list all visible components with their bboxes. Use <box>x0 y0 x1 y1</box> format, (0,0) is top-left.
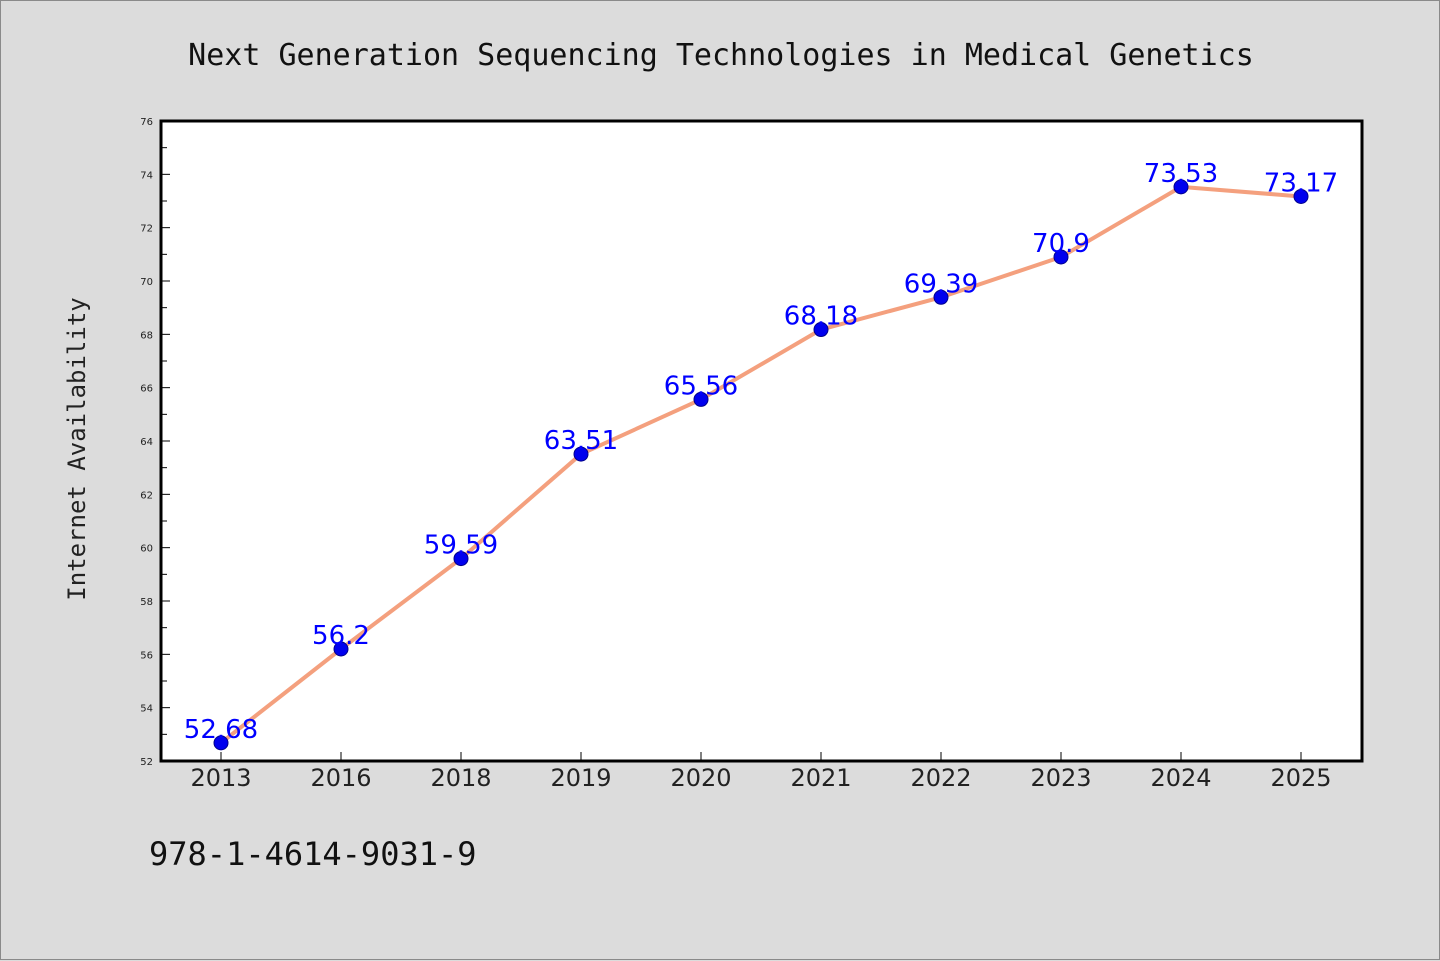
chart-title: Next Generation Sequencing Technologies … <box>188 38 1254 73</box>
x-tick-label: 2013 <box>190 764 251 792</box>
data-point <box>1053 249 1069 265</box>
y-tick-label: 52 <box>140 757 153 768</box>
y-tick-label: 74 <box>140 170 153 181</box>
y-tick-label: 54 <box>140 704 153 715</box>
data-label: 65.56 <box>664 371 738 401</box>
data-label: 56.2 <box>312 621 370 651</box>
x-tick-label: 2024 <box>1150 764 1211 792</box>
x-tick-label: 2023 <box>1030 764 1091 792</box>
y-axis-ticks: 52 54 56 58 60 62 64 66 68 70 72 74 76 <box>140 117 170 768</box>
data-point <box>573 446 589 462</box>
y-tick-label: 66 <box>140 384 153 395</box>
data-label: 59.59 <box>424 531 498 561</box>
series-layer: 52.68 56.2 59.59 63.51 65.56 68.18 69.39 70.9 73… <box>184 159 1338 751</box>
data-label: 63.51 <box>544 426 618 456</box>
x-tick-label: 2022 <box>910 764 971 792</box>
data-label: 69.39 <box>904 269 978 299</box>
data-label: 73.17 <box>1264 168 1338 198</box>
data-label: 68.18 <box>784 302 858 332</box>
data-point <box>1173 179 1189 195</box>
y-tick-label: 76 <box>140 117 153 128</box>
data-label: 70.9 <box>1032 229 1090 259</box>
plot-area <box>159 119 1364 763</box>
data-label: 73.53 <box>1144 159 1218 189</box>
y-tick-label: 64 <box>140 437 153 448</box>
x-tick-label: 2021 <box>790 764 851 792</box>
x-tick-label: 2019 <box>550 764 611 792</box>
y-axis-label: Internet Availability <box>63 297 91 600</box>
y-tick-label: 72 <box>140 224 153 235</box>
y-tick-label: 58 <box>140 597 153 608</box>
data-point <box>933 289 949 305</box>
y-tick-label: 68 <box>140 330 153 341</box>
data-point <box>333 641 349 657</box>
y-tick-label: 70 <box>140 277 153 288</box>
data-point <box>1293 188 1309 204</box>
x-tick-label: 2018 <box>430 764 491 792</box>
data-point <box>813 322 829 338</box>
data-point <box>213 735 229 751</box>
x-tick-label: 2016 <box>310 764 371 792</box>
y-tick-label: 60 <box>140 544 153 555</box>
y-tick-label: 62 <box>140 490 153 501</box>
isbn-footer: 978-1-4614-9031-9 <box>149 835 477 873</box>
x-axis-ticks: 2013 2016 2018 2019 2020 2021 2022 2023 2024 2025 <box>190 752 1332 792</box>
data-point <box>453 551 469 567</box>
data-point <box>693 391 709 407</box>
data-label: 52.68 <box>184 715 258 745</box>
y-tick-label: 56 <box>140 650 153 661</box>
x-tick-label: 2020 <box>670 764 731 792</box>
x-tick-label: 2025 <box>1270 764 1331 792</box>
series-line <box>219 184 1302 745</box>
